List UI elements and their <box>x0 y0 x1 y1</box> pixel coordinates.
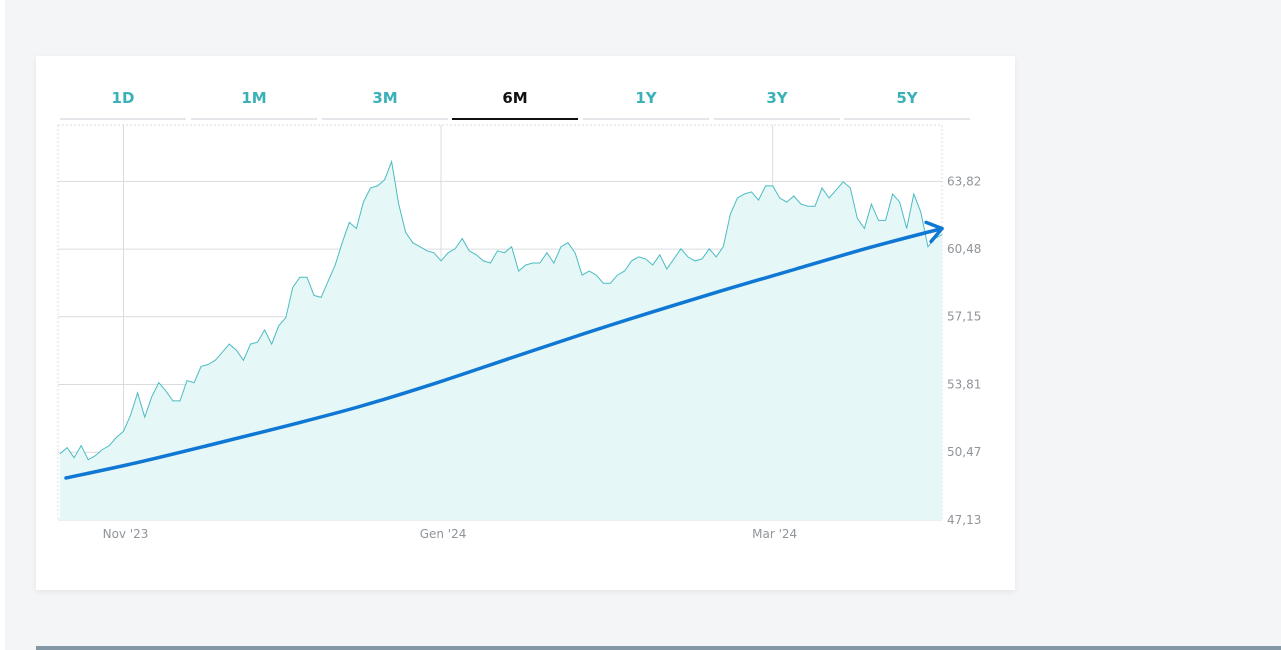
x-axis-ticks: Nov '23 Gen '24 Mar '24 <box>103 527 798 541</box>
tab-5y[interactable]: 5Y <box>844 74 970 120</box>
y-tick-label: 63,82 <box>947 174 981 188</box>
tab-3y[interactable]: 3Y <box>714 74 840 120</box>
tab-1d[interactable]: 1D <box>60 74 186 120</box>
y-tick-label: 50,47 <box>947 445 981 459</box>
chart-card: 1D 1M 3M 6M 1Y 3Y 5Y 47,13 50,47 53,81 57,1… <box>36 56 1015 590</box>
price-area-fill <box>60 161 942 520</box>
y-tick-label: 47,13 <box>947 513 981 527</box>
tab-1y[interactable]: 1Y <box>583 74 709 120</box>
timeframe-tabs: 1D 1M 3M 6M 1Y 3Y 5Y <box>60 74 976 120</box>
y-tick-label: 60,48 <box>947 242 981 256</box>
tab-6m[interactable]: 6M <box>452 74 578 120</box>
trend-arrow-head <box>924 220 944 244</box>
x-tick-label: Gen '24 <box>420 527 467 541</box>
y-tick-label: 57,15 <box>947 310 981 324</box>
trend-arrow-line <box>64 226 944 480</box>
page-left-edge <box>0 0 5 650</box>
x-tick-label: Nov '23 <box>103 527 149 541</box>
x-tick-label: Mar '24 <box>752 527 797 541</box>
price-chart: 47,13 50,47 53,81 57,15 60,48 63,82 Nov '23 Ge… <box>57 124 981 541</box>
tab-3m[interactable]: 3M <box>322 74 448 120</box>
y-axis-ticks: 47,13 50,47 53,81 57,15 60,48 63,82 <box>947 174 981 527</box>
tab-1m[interactable]: 1M <box>191 74 317 120</box>
y-tick-label: 53,81 <box>947 377 981 391</box>
price-line <box>59 159 943 461</box>
footer-divider <box>36 646 1281 650</box>
